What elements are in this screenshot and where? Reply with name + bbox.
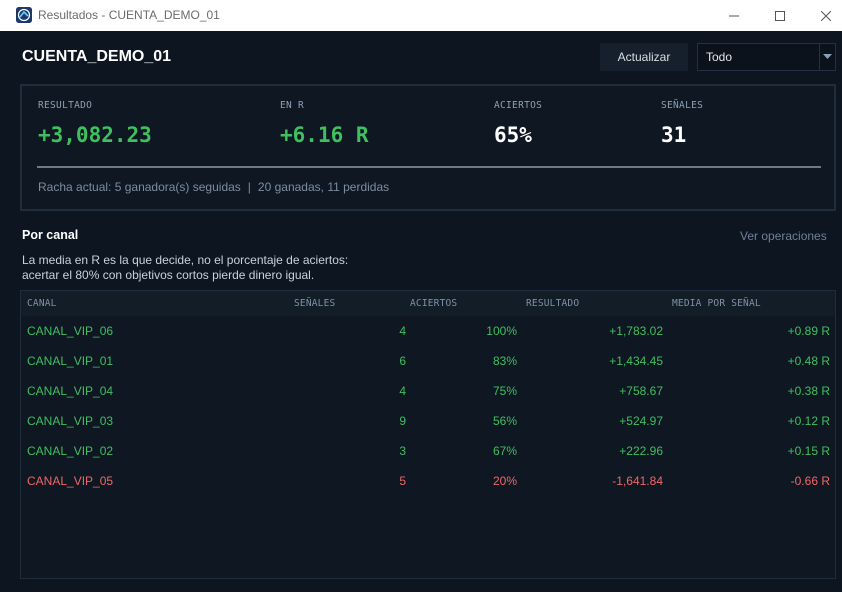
table-header: CANAL SEÑALES ACIERTOS RESULTADO MEDIA P…: [21, 291, 835, 316]
record-text: 20 ganadas, 11 perdidas: [257, 180, 390, 194]
stat-label: SEÑALES: [661, 100, 704, 111]
avg-per-signal: +0.12 R: [787, 414, 830, 428]
signals-count: 6: [399, 354, 406, 368]
window-title: Resultados - CUENTA_DEMO_01: [38, 8, 220, 22]
streak-info: Racha actual: 5 ganadora(s) seguidas | 20 …: [38, 180, 389, 194]
signals-count: 9: [399, 414, 406, 428]
minimize-button[interactable]: [711, 0, 757, 31]
table-row[interactable]: CANAL_VIP_02 3 67% +222.96 +0.15 R: [21, 436, 835, 466]
column-header-resultado[interactable]: RESULTADO: [526, 298, 580, 309]
column-header-aciertos[interactable]: ACIERTOS: [410, 298, 458, 309]
streak-text: Racha actual: 5 ganadora(s) seguidas: [38, 180, 241, 194]
chevron-down-icon[interactable]: [819, 44, 835, 70]
note-line: La media en R es la que decide, no el po…: [22, 253, 349, 267]
result-value: -1,641.84: [612, 474, 663, 488]
avg-per-signal: +0.38 R: [787, 384, 830, 398]
column-header-canal[interactable]: CANAL: [27, 298, 57, 309]
avg-per-signal: +0.89 R: [787, 324, 830, 338]
note-line: acertar el 80% con objetivos cortos pier…: [22, 268, 315, 282]
channel-name: CANAL_VIP_02: [27, 444, 114, 458]
channel-name: CANAL_VIP_03: [27, 414, 114, 428]
signals-count: 4: [399, 324, 406, 338]
maximize-button[interactable]: [757, 0, 803, 31]
section-title: Por canal: [22, 228, 79, 242]
minimize-icon: [729, 15, 739, 16]
channel-name: CANAL_VIP_04: [27, 384, 114, 398]
stat-value: +3,082.23: [38, 123, 152, 147]
table-row[interactable]: CANAL_VIP_05 5 20% -1,641.84 -0.66 R: [21, 466, 835, 496]
channels-table: CANAL SEÑALES ACIERTOS RESULTADO MEDIA P…: [20, 290, 836, 579]
hit-rate: 56%: [492, 414, 517, 428]
filter-value: Todo: [706, 50, 733, 64]
app-content: CUENTA_DEMO_01 Actualizar Todo RESULTADO…: [0, 31, 842, 592]
result-value: +758.67: [619, 384, 663, 398]
stat-label: RESULTADO: [38, 100, 93, 111]
separator: |: [247, 180, 251, 194]
info-note: La media en R es la que decide, no el po…: [22, 253, 348, 283]
stat-value: +6.16 R: [280, 123, 369, 147]
table-row[interactable]: CANAL_VIP_03 9 56% +524.97 +0.12 R: [21, 406, 835, 436]
signals-count: 3: [399, 444, 406, 458]
signals-count: 5: [399, 474, 406, 488]
stat-aciertos: ACIERTOS 65%: [494, 100, 542, 147]
result-value: +222.96: [619, 444, 663, 458]
column-header-senales[interactable]: SEÑALES: [294, 298, 336, 309]
result-value: +1,783.02: [609, 324, 663, 338]
table-row[interactable]: CANAL_VIP_06 4 100% +1,783.02 +0.89 R: [21, 316, 835, 346]
close-icon: [821, 10, 831, 21]
refresh-button[interactable]: Actualizar: [600, 43, 688, 71]
hit-rate: 75%: [492, 384, 517, 398]
stat-value: 31: [661, 123, 687, 147]
avg-per-signal: +0.48 R: [787, 354, 830, 368]
stat-en-r: EN R +6.16 R: [280, 100, 369, 147]
table-row[interactable]: CANAL_VIP_04 4 75% +758.67 +0.38 R: [21, 376, 835, 406]
result-value: +1,434.45: [609, 354, 663, 368]
filter-select[interactable]: Todo: [697, 43, 836, 71]
stat-senales: SEÑALES 31: [661, 100, 703, 147]
signals-count: 4: [399, 384, 406, 398]
account-title: CUENTA_DEMO_01: [22, 48, 172, 65]
channel-name: CANAL_VIP_05: [27, 474, 114, 488]
table-row[interactable]: CANAL_VIP_01 6 83% +1,434.45 +0.48 R: [21, 346, 835, 376]
channel-name: CANAL_VIP_01: [27, 354, 114, 368]
view-operations-link[interactable]: Ver operaciones: [740, 229, 827, 243]
stat-value: 65%: [494, 123, 532, 147]
close-button[interactable]: [803, 0, 842, 31]
summary-card: RESULTADO +3,082.23 EN R +6.16 R ACIERTO…: [20, 84, 836, 211]
title-bar: Resultados - CUENTA_DEMO_01: [0, 0, 842, 31]
channel-name: CANAL_VIP_06: [27, 324, 114, 338]
stat-resultado: RESULTADO +3,082.23: [38, 100, 152, 147]
app-logo-icon: [16, 7, 32, 23]
maximize-icon: [775, 10, 785, 21]
result-value: +524.97: [619, 414, 663, 428]
avg-per-signal: +0.15 R: [787, 444, 830, 458]
hit-rate: 20%: [492, 474, 517, 488]
stat-label: EN R: [280, 100, 305, 111]
avg-per-signal: -0.66 R: [790, 474, 830, 488]
hit-rate: 100%: [486, 324, 517, 338]
divider: [37, 166, 821, 168]
hit-rate: 83%: [492, 354, 517, 368]
stat-label: ACIERTOS: [494, 100, 543, 111]
hit-rate: 67%: [492, 444, 517, 458]
column-header-media[interactable]: MEDIA POR SEÑAL: [672, 298, 761, 309]
